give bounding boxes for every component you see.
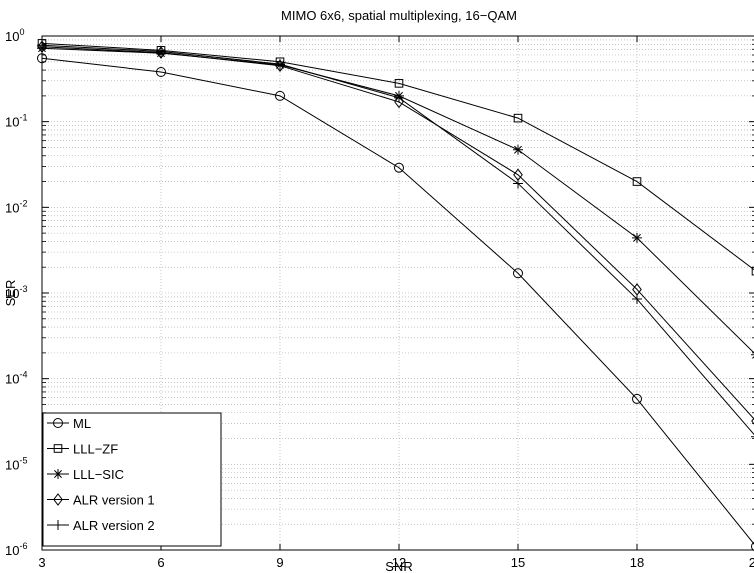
legend-marker <box>53 520 63 530</box>
legend-entry: LLL−ZF <box>47 442 118 457</box>
legend-box <box>42 412 222 547</box>
legend-entry: ML <box>47 416 91 431</box>
x-tick-label: 15 <box>511 555 525 570</box>
y-tick-label: 10-6 <box>5 541 27 558</box>
data-point <box>394 79 404 88</box>
legend-marker <box>53 444 63 453</box>
legend: ML LLL−ZF LLL−SIC ALR version 1 ALR version … <box>42 412 222 547</box>
data-point <box>156 46 166 57</box>
x-tick-label: 18 <box>630 555 644 570</box>
data-point <box>513 268 523 279</box>
x-axis-label: SNR <box>385 559 412 573</box>
legend-label: ML <box>73 416 91 431</box>
legend-label: LLL−ZF <box>73 442 118 457</box>
data-point <box>394 92 404 103</box>
x-tick-label: 9 <box>276 555 283 570</box>
data-point <box>513 144 523 155</box>
series-line <box>41 46 754 420</box>
data-point <box>751 436 754 438</box>
legend-entry: ALR version 2 <box>47 518 155 533</box>
legend-label: ALR version 1 <box>73 493 155 508</box>
y-tick-label: 100 <box>5 27 24 44</box>
x-tick-label: 3 <box>38 555 45 570</box>
legend-label: LLL−SIC <box>73 467 124 482</box>
chart-title: MIMO 6x6, spatial multiplexing, 16−QAM <box>281 8 517 23</box>
legend-marker <box>53 493 63 506</box>
x-tick-label: 12 <box>392 555 406 570</box>
x-ticks: 3 6 9 12 15 18 21 <box>38 36 754 570</box>
data-point <box>156 66 166 77</box>
x-tick-label: 6 <box>157 555 164 570</box>
series-line <box>41 44 754 436</box>
data-point <box>513 113 523 123</box>
y-tick-label: 10-1 <box>5 113 27 130</box>
series-1 <box>37 53 754 552</box>
y-ticks: 100 10-1 10-2 10-3 10-4 10-5 10-6 <box>5 27 754 558</box>
legend-entry: ALR version 1 <box>47 493 155 508</box>
legend-marker <box>53 469 63 479</box>
x-tick-label: 21 <box>749 555 754 570</box>
data-point <box>156 46 166 59</box>
data-point <box>751 417 754 425</box>
data-point <box>394 162 404 173</box>
series-lines <box>37 39 754 552</box>
y-tick-label: 10-4 <box>5 370 27 387</box>
legend-marker <box>53 418 63 428</box>
data-point <box>632 232 642 243</box>
data-point <box>275 59 285 70</box>
data-point <box>751 541 754 552</box>
series-line <box>41 57 754 545</box>
y-axis-label: SER <box>3 280 18 307</box>
data-point <box>751 266 754 276</box>
y-tick-label: 10-2 <box>5 198 27 215</box>
data-point <box>632 393 642 404</box>
y-tick-label: 10-3 <box>5 284 27 301</box>
data-point <box>513 178 523 189</box>
series-2 <box>37 39 754 276</box>
data-point <box>632 177 642 186</box>
data-point <box>275 90 285 101</box>
y-tick-label: 10-5 <box>5 455 27 472</box>
legend-entry: LLL−SIC <box>47 467 124 482</box>
series-line <box>41 42 754 271</box>
legend-label: ALR version 2 <box>73 518 155 533</box>
data-point <box>632 294 642 305</box>
